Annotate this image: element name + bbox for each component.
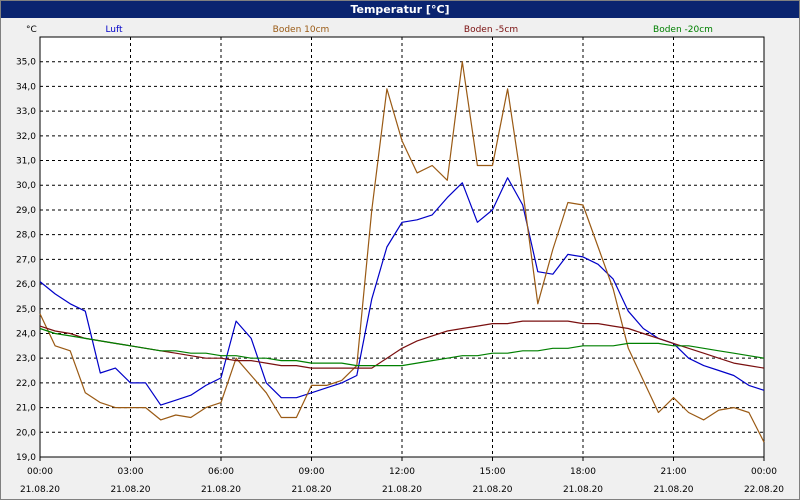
y-tick-label: 35,0 — [16, 58, 36, 68]
y-tick-label: 22,0 — [16, 379, 36, 389]
x-tick-time: 12:00 — [389, 467, 415, 477]
y-tick-label: 27,0 — [16, 255, 36, 265]
x-tick-date: 21.08.20 — [110, 485, 150, 495]
legend: Luft Boden 10cm Boden -5cm Boden -20cm — [105, 25, 713, 35]
x-tick-time: 09:00 — [299, 467, 325, 477]
x-tick-date: 21.08.20 — [291, 485, 331, 495]
y-tick-label: 32,0 — [16, 132, 36, 142]
x-tick-date: 21.08.20 — [20, 485, 60, 495]
x-tick-time: 06:00 — [208, 467, 234, 477]
y-tick-label: 30,0 — [16, 181, 36, 191]
grid — [40, 37, 764, 457]
y-tick-label: 23,0 — [16, 354, 36, 364]
x-tick-time: 21:00 — [661, 467, 687, 477]
y-tick-label: 20,0 — [16, 428, 36, 438]
x-tick-time: 03:00 — [118, 467, 144, 477]
series-layer — [39, 61, 765, 443]
y-tick-label: 33,0 — [16, 107, 36, 117]
legend-entry: Boden 10cm — [273, 25, 330, 35]
axis-layer: 19,0 20,0 21,0 22,0 23,0 24,0 25,0 26,0 27,0 28,0… — [16, 58, 784, 495]
y-tick-label: 24,0 — [16, 329, 36, 339]
series-line-boden-20cm — [39, 327, 765, 367]
x-tick-time: 00:00 — [751, 467, 777, 477]
y-tick-label: 19,0 — [16, 453, 36, 463]
series-line-boden-10cm — [39, 61, 765, 443]
y-tick-label: 21,0 — [16, 404, 36, 414]
legend-entry: Boden -5cm — [464, 25, 518, 35]
legend-entry: Boden -20cm — [653, 25, 713, 35]
window-title: Temperatur [°C] — [1, 1, 799, 18]
series-line-luft — [39, 177, 765, 406]
x-tick-date: 21.08.20 — [563, 485, 603, 495]
y-unit-label: °C — [26, 25, 37, 35]
y-tick-label: 28,0 — [16, 231, 36, 241]
x-tick-date: 22.08.20 — [744, 485, 784, 495]
y-tick-label: 25,0 — [16, 305, 36, 315]
y-tick-label: 34,0 — [16, 82, 36, 92]
x-tick-date: 21.08.20 — [653, 485, 693, 495]
y-tick-label: 26,0 — [16, 280, 36, 290]
x-tick-date: 21.08.20 — [472, 485, 512, 495]
y-tick-label: 29,0 — [16, 206, 36, 216]
y-tick-label: 31,0 — [16, 157, 36, 167]
x-tick-time: 00:00 — [27, 467, 53, 477]
x-tick-date: 21.08.20 — [201, 485, 241, 495]
temperature-chart: 19,0 20,0 21,0 22,0 23,0 24,0 25,0 26,0 27,0 28,0… — [16, 25, 784, 495]
x-tick-time: 15:00 — [480, 467, 506, 477]
x-tick-date: 21.08.20 — [382, 485, 422, 495]
legend-entry: Luft — [105, 25, 123, 35]
x-tick-time: 18:00 — [570, 467, 596, 477]
